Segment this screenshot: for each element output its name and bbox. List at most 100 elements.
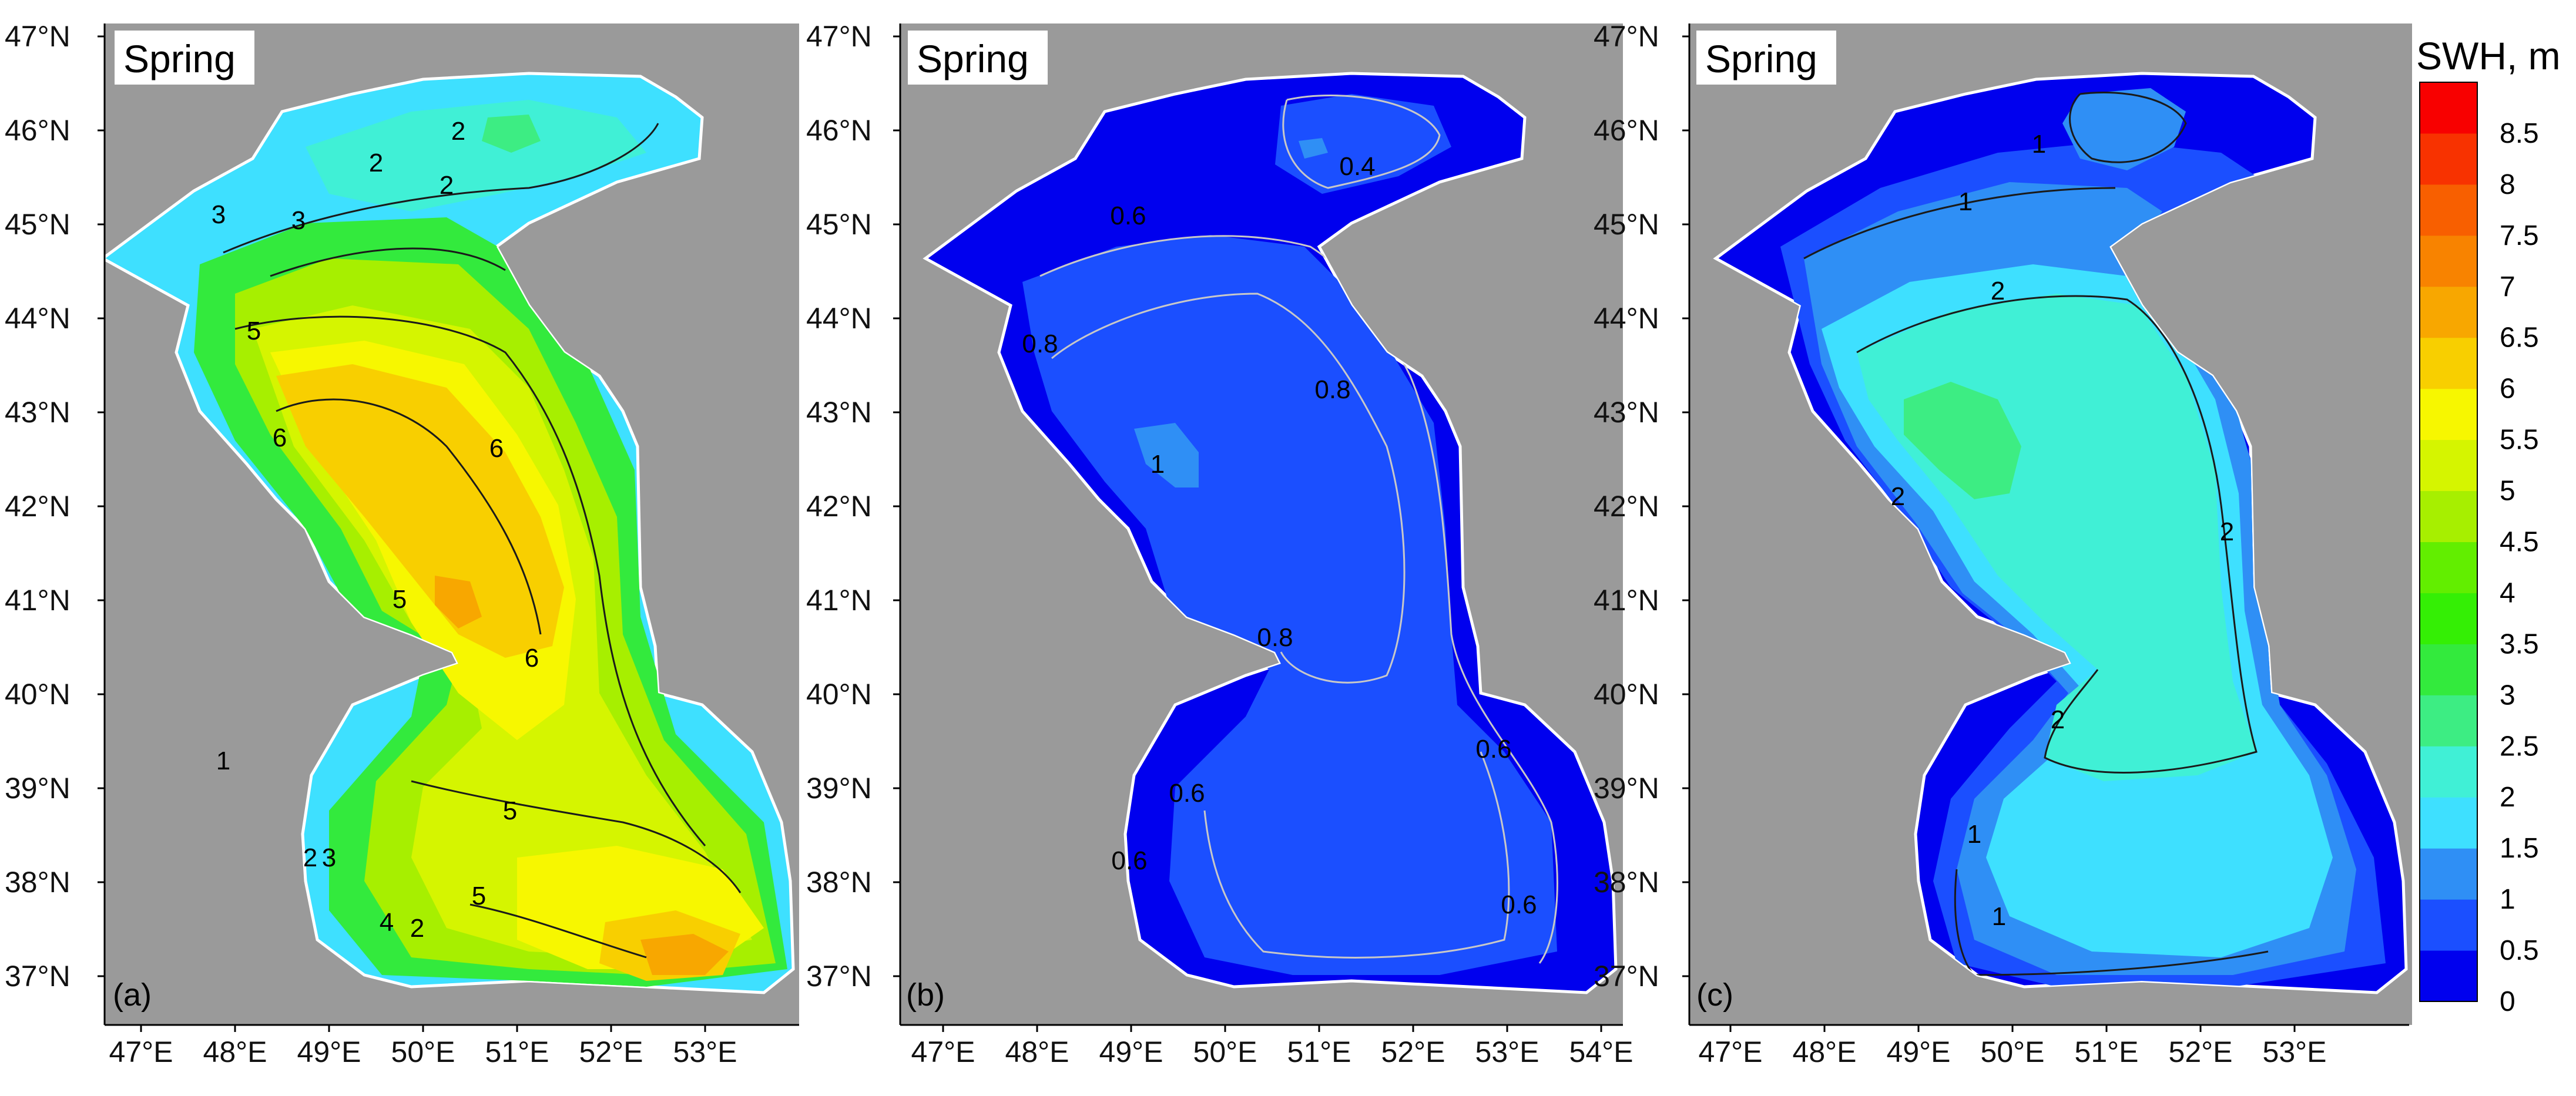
colorbar-label: 7.5 <box>2500 220 2539 251</box>
lat-tick-label: 37°N <box>5 960 71 993</box>
contour-label: 2 <box>440 171 454 200</box>
lon-tick-label: 53°E <box>2263 1036 2327 1068</box>
contour-label: 2 <box>451 117 465 146</box>
axis-frame <box>1688 23 2409 1026</box>
panel-letter: (c) <box>1696 977 1733 1013</box>
contour-label: 0.8 <box>1314 375 1350 404</box>
swh-band-1-small <box>1299 138 1328 159</box>
contour-lines <box>223 123 742 959</box>
contour-label: 0.4 <box>1339 152 1375 181</box>
lon-tick-label: 50°E <box>391 1036 455 1068</box>
swh-band-2-5-north <box>306 100 646 211</box>
lat-tick-label: 37°N <box>1594 960 1659 993</box>
lat-tick-label: 37°N <box>806 960 872 993</box>
colorbar-swatch <box>2420 133 2477 185</box>
lat-tick-label: 42°N <box>1594 490 1659 523</box>
lon-tick-label: 48°E <box>203 1036 267 1068</box>
lon-tick-label: 54°E <box>1569 1036 1634 1068</box>
contour-label: 1 <box>1958 187 1973 216</box>
lat-tick-label: 38°N <box>1594 866 1659 899</box>
colorbar-swatch <box>2420 184 2477 236</box>
lat-tick-label: 45°N <box>1594 208 1659 241</box>
colorbar-label: 4.5 <box>2500 527 2539 558</box>
lat-tick-label: 46°N <box>5 114 71 147</box>
lat-tick-label: 46°N <box>1594 114 1659 147</box>
contour-label: 0.8 <box>1257 623 1293 652</box>
axis-frame <box>899 23 1623 1026</box>
colorbar-swatch <box>2420 644 2477 695</box>
swh-band-2-5 <box>1904 382 2021 499</box>
swh-band-0-5 <box>1022 235 1557 975</box>
panel-title: Spring <box>917 37 1029 80</box>
swh-field <box>1780 88 2386 987</box>
colorbar-label: 6 <box>2500 374 2515 405</box>
colorbar-label: 5.5 <box>2500 425 2539 456</box>
colorbar-swatch <box>2420 797 2477 849</box>
colorbar-swatch <box>2420 490 2477 542</box>
panel-title: Spring <box>1705 37 1817 80</box>
colorbar-swatch <box>2420 337 2477 389</box>
lon-tick-label: 47°E <box>109 1036 173 1068</box>
colorbar-label: 5 <box>2500 476 2515 507</box>
tick-labels-panel-c: 47°N 46°N 45°N 44°N 43°N 42°N 41°N 40°N 39°N 38°N… <box>1594 20 2326 1068</box>
swh-band-3-north <box>482 115 541 153</box>
colorbar-label: 8 <box>2500 169 2515 200</box>
panel-c: Spring (c) <box>1688 23 2412 1026</box>
contour-label: 1 <box>1151 450 1165 479</box>
colorbar-label: 7 <box>2500 271 2515 302</box>
panel-letter: (a) <box>113 977 152 1013</box>
contour-label: 3 <box>322 843 336 872</box>
lon-tick-label: 49°E <box>1099 1036 1163 1068</box>
panel-title-box <box>908 31 1048 85</box>
colorbar-label: 3.5 <box>2500 628 2539 660</box>
lat-tick-label: 41°N <box>5 584 71 617</box>
swh-band-7-mid <box>435 576 482 628</box>
contour-label: 2 <box>2220 517 2234 546</box>
colorbar-label: 1.5 <box>2500 833 2539 864</box>
colorbar-swatch <box>2420 593 2477 644</box>
lat-tick-label: 45°N <box>5 208 71 241</box>
lat-tick-label: 41°N <box>1594 584 1659 617</box>
contour-label: 0.6 <box>1111 846 1147 875</box>
lon-tick-label: 51°E <box>485 1036 549 1068</box>
lon-tick-label: 47°E <box>911 1036 975 1068</box>
lon-tick-label: 48°E <box>1005 1036 1069 1068</box>
colorbar-swatch <box>2420 235 2477 287</box>
colorbar-label: 1 <box>2500 884 2515 915</box>
lat-tick-label: 42°N <box>806 490 872 523</box>
panel-b: Spring (b) <box>899 23 1623 1026</box>
colorbar-swatch <box>2420 542 2477 593</box>
contour-label: 0.6 <box>1501 890 1537 919</box>
swh-band-1 <box>1134 423 1199 488</box>
contour-label: 2 <box>1891 482 1905 511</box>
lat-tick-label: 44°N <box>1594 302 1659 335</box>
lon-tick-label: 48°E <box>1793 1036 1857 1068</box>
contour-label: 2 <box>410 914 424 943</box>
lon-tick-label: 49°E <box>297 1036 361 1068</box>
swh-band-6-5 <box>276 364 564 658</box>
colorbar-swatch <box>2420 950 2477 1002</box>
colorbar-swatches <box>2419 82 2478 1002</box>
panel-title: Spring <box>123 37 236 80</box>
colorbar-swatch <box>2420 695 2477 747</box>
swh-band-1-north <box>1275 94 1451 194</box>
contour-label: 2 <box>369 149 383 177</box>
contour-label: 6 <box>489 434 504 463</box>
lon-tick-label: 52°E <box>2169 1036 2233 1068</box>
lat-tick-label: 42°N <box>5 490 71 523</box>
lat-tick-label: 47°N <box>1594 20 1659 53</box>
colorbar-swatch <box>2420 848 2477 900</box>
lon-tick-label: 50°E <box>1981 1036 2045 1068</box>
lon-tick-label: 47°E <box>1699 1036 1763 1068</box>
colorbar-frame <box>2419 82 2478 1002</box>
colorbar-label: 2 <box>2500 782 2515 813</box>
panel-letter: (b) <box>906 977 945 1013</box>
lat-tick-label: 47°N <box>806 20 872 53</box>
lat-tick-label: 38°N <box>806 866 872 899</box>
contour-labels-panel-b: 0.4 0.6 0.8 0.8 1 0.8 0.6 0.6 0.6 0.6 <box>1022 152 1537 919</box>
colorbar-title: SWH, m <box>2416 34 2561 78</box>
lon-tick-label: 51°E <box>1287 1036 1351 1068</box>
contour-label: 5 <box>503 796 517 825</box>
lat-tick-label: 43°N <box>806 396 872 429</box>
